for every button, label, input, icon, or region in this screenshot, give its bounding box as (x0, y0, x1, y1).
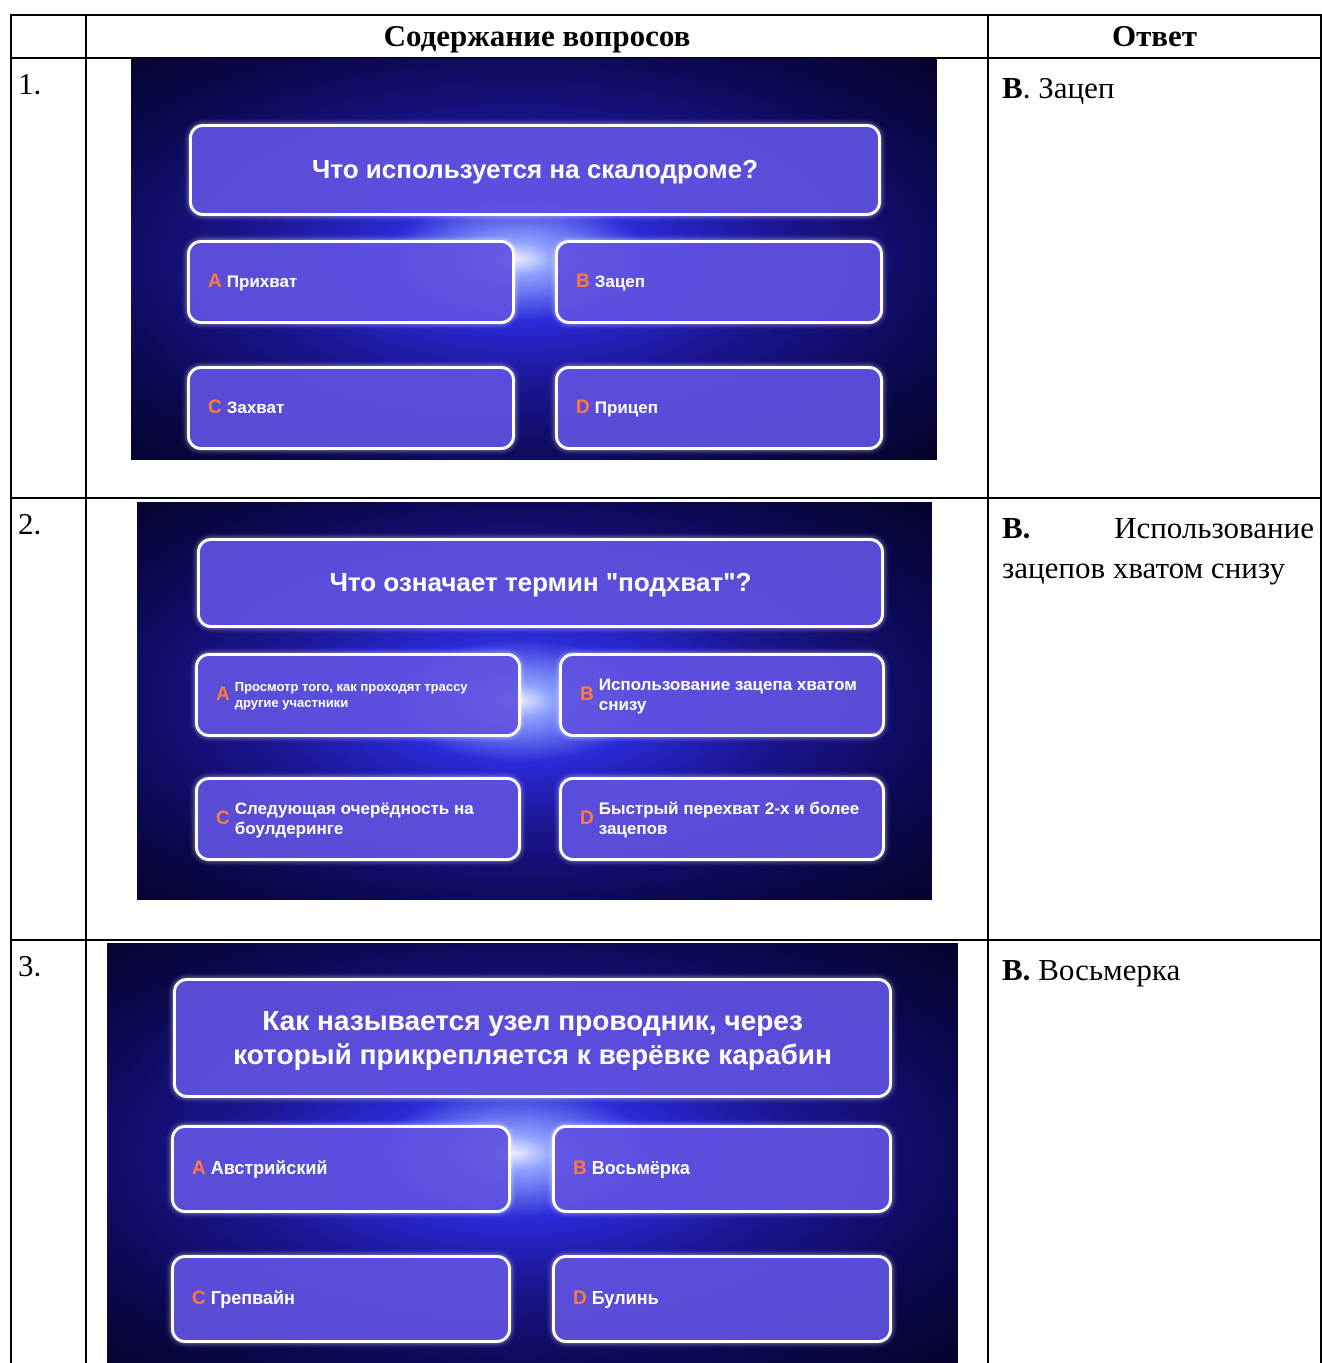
option-box: A Австрийский (171, 1125, 511, 1213)
rule (987, 14, 989, 1363)
option-letter: C (192, 1287, 206, 1309)
option-letter: A (192, 1157, 206, 1179)
option-text: Восьмёрка (591, 1158, 690, 1179)
row-number: 2. (18, 506, 42, 541)
rule (10, 497, 1322, 499)
header-cell: Содержание вопросов (383, 18, 691, 53)
option-box: A Просмотр того, как проходят трассу друг… (195, 653, 521, 737)
option-box: B Зацеп (555, 240, 883, 324)
rule (1320, 14, 1322, 1363)
option-text: Прихват (226, 271, 298, 291)
option-letter: C (208, 396, 222, 418)
option-box: C Следующая очерёдность на боулдеринге (195, 777, 521, 861)
option-box: A Прихват (187, 240, 515, 324)
answer-text: Использование зацепов хватом снизу (1002, 510, 1314, 585)
answer-text: Восьмерка (1038, 952, 1181, 987)
row-number: 3. (18, 948, 42, 983)
option-box: D Быстрый перехват 2-х и более зацепов (559, 777, 885, 861)
quiz-slide: Что означает термин "подхват"? A Просмотр … (137, 502, 932, 900)
question-box: Что означает термин "подхват"? (197, 538, 884, 628)
answer: В. Использование зацепов хватом снизу (1002, 508, 1314, 588)
answer-text: . Зацеп (1022, 70, 1115, 105)
option-text: Зацеп (594, 271, 646, 291)
quiz-slide: Как называется узел проводник, через кот… (107, 943, 958, 1363)
option-letter: C (216, 807, 230, 829)
answer-letter: В. (1002, 952, 1031, 987)
answer-letter: В. (1002, 510, 1031, 545)
header-cell: Ответ (1111, 18, 1198, 53)
answer: В. Зацеп (1002, 68, 1314, 108)
option-box: B Использование зацепа хватом снизу (559, 653, 885, 737)
rule (85, 14, 87, 1363)
option-letter: A (216, 683, 230, 705)
answer-letter: В (1002, 70, 1023, 105)
option-letter: D (580, 807, 594, 829)
option-text: Просмотр того, как проходят трассу други… (234, 679, 468, 710)
option-box: D Прицеп (555, 366, 883, 450)
row-number: 1. (18, 66, 42, 101)
option-letter: B (573, 1157, 587, 1179)
option-box: B Восьмёрка (552, 1125, 892, 1213)
option-text: Прицеп (594, 397, 658, 417)
option-text: Использование зацепа хватом снизу (598, 674, 857, 714)
option-text: Булинь (591, 1288, 659, 1309)
option-letter: A (208, 270, 222, 292)
rule (10, 14, 12, 1363)
option-letter: B (580, 683, 594, 705)
option-text: Австрийский (210, 1158, 328, 1179)
option-letter: D (576, 396, 590, 418)
option-letter: D (573, 1287, 587, 1309)
question-box: Что используется на скалодроме? (189, 124, 881, 216)
question-box: Как называется узел проводник, через кот… (173, 978, 892, 1098)
option-text: Захват (226, 397, 285, 417)
option-box: C Грепвайн (171, 1255, 511, 1343)
option-box: C Захват (187, 366, 515, 450)
option-text: Грепвайн (210, 1288, 295, 1309)
answer: В. Восьмерка (1002, 950, 1314, 990)
option-letter: B (576, 270, 590, 292)
option-text: Следующая очерёдность на боулдеринге (234, 798, 474, 838)
option-box: D Булинь (552, 1255, 892, 1343)
rule (10, 14, 1322, 16)
quiz-slide: Что используется на скалодроме? A Прихват B… (131, 58, 937, 460)
option-text: Быстрый перехват 2-х и более зацепов (598, 798, 860, 838)
rule (10, 939, 1322, 941)
